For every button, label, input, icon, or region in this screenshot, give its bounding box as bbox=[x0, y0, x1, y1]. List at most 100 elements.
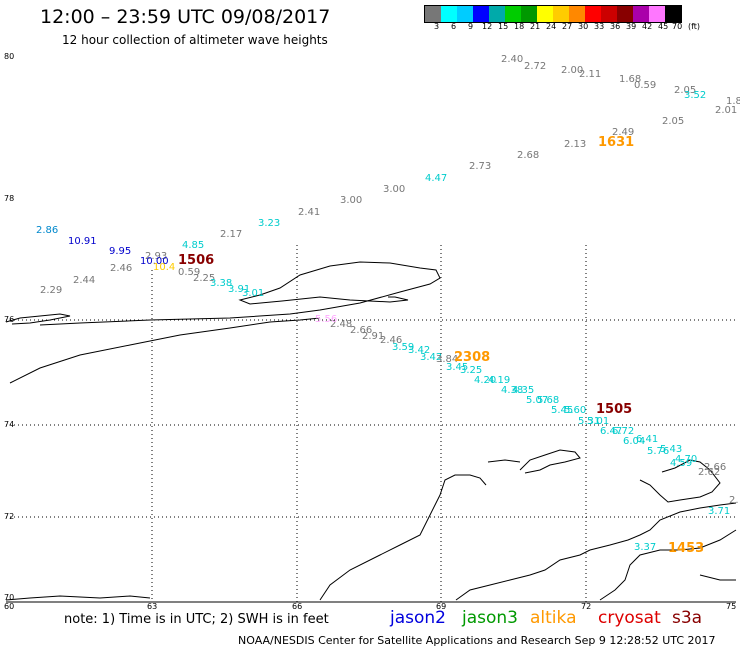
swh-label: 2.66 bbox=[704, 462, 726, 473]
colorbar-tick: 6 bbox=[451, 22, 457, 31]
lon-label: 63 bbox=[147, 602, 157, 611]
color-swatch bbox=[473, 6, 489, 22]
swh-label: 4.59 bbox=[670, 458, 692, 469]
swh-label: 6.47 bbox=[600, 426, 622, 437]
swh-label: 5.76 bbox=[647, 446, 669, 457]
swh-label: 5.01 bbox=[587, 416, 609, 427]
colorbar-tick: 21 bbox=[530, 22, 541, 31]
page-subtitle: 12 hour collection of altimeter wave hei… bbox=[62, 33, 328, 47]
swh-label: 4.35 bbox=[512, 385, 534, 396]
legend-jason2: jason2 bbox=[390, 608, 446, 628]
swh-label: 2.05 bbox=[662, 116, 684, 127]
swh-label: 0.59 bbox=[178, 267, 200, 278]
swh-label: 3.01 bbox=[242, 288, 264, 299]
coastline bbox=[5, 261, 737, 601]
swh-label: 10.91 bbox=[68, 236, 97, 247]
color-swatch bbox=[585, 6, 601, 22]
color-swatch bbox=[489, 6, 505, 22]
swh-label: 10.4 bbox=[153, 262, 175, 273]
colorbar-tick: 36 bbox=[610, 22, 621, 31]
color-swatch bbox=[649, 6, 665, 22]
swh-label: 2.48 bbox=[330, 319, 352, 330]
colorbar-tick: 42 bbox=[642, 22, 653, 31]
legend-altika: altika bbox=[530, 608, 577, 628]
swh-label: 3.71 bbox=[708, 506, 730, 517]
lon-label: 69 bbox=[436, 602, 446, 611]
swh-label: 10.00 bbox=[140, 256, 169, 267]
swh-label: 5.31 bbox=[578, 416, 600, 427]
swh-label: 2.68 bbox=[517, 150, 539, 161]
color-swatch bbox=[537, 6, 553, 22]
colorbar-tick: 15 bbox=[498, 22, 509, 31]
swh-label: 3.25 bbox=[460, 365, 482, 376]
swh-label: 2. bbox=[729, 495, 739, 506]
swh-label: 6.72 bbox=[612, 426, 634, 437]
color-swatch bbox=[665, 6, 681, 22]
lon-label: 72 bbox=[581, 602, 591, 611]
note-text: note: 1) Time is in UTC; 2) SWH is in fe… bbox=[64, 612, 329, 627]
colorbar-tick: 9 bbox=[468, 22, 474, 31]
swh-label: 2.49 bbox=[612, 127, 634, 138]
colorbar-tick: 30 bbox=[578, 22, 589, 31]
time-label-group: 1631 1506 2308 1505 1453 bbox=[178, 135, 704, 556]
color-swatch bbox=[553, 6, 569, 22]
swh-label: 2.41 bbox=[298, 207, 320, 218]
color-swatch bbox=[425, 6, 441, 22]
legend-s3a: s3a bbox=[672, 608, 703, 628]
swh-label: 3.84 bbox=[436, 354, 458, 365]
swh-label: 3.00 bbox=[340, 195, 362, 206]
swh-label: 4.38 bbox=[501, 385, 523, 396]
swh-label: 5.68 bbox=[537, 395, 559, 406]
swh-label: 5.43 bbox=[660, 444, 682, 455]
swh-label: 2.93 bbox=[145, 251, 167, 262]
swh-label: 2.46 bbox=[110, 263, 132, 274]
colorbar-tick: 12 bbox=[482, 22, 493, 31]
swh-label: 2.44 bbox=[73, 275, 95, 286]
time-label: 1505 bbox=[596, 402, 632, 417]
swh-label: 2.46 bbox=[380, 335, 402, 346]
lon-label: 75 bbox=[726, 602, 736, 611]
swh-label: 2.66 bbox=[350, 325, 372, 336]
time-label: 1453 bbox=[668, 541, 704, 556]
lon-label: 66 bbox=[292, 602, 302, 611]
swh-label: 9.95 bbox=[109, 246, 131, 257]
swh-label: 1.68 bbox=[619, 74, 641, 85]
swh-label: 2.29 bbox=[40, 285, 62, 296]
lat-label: 70 bbox=[4, 593, 14, 602]
colorbar-tick: 3 bbox=[434, 22, 440, 31]
time-label: 1631 bbox=[598, 135, 634, 150]
colorbar-tick: 39 bbox=[626, 22, 637, 31]
colorbar-tick: 45 bbox=[658, 22, 669, 31]
color-scale-bar bbox=[424, 5, 682, 23]
swh-label: 3.00 bbox=[383, 184, 405, 195]
swh-label: 3.91 bbox=[228, 284, 250, 295]
color-swatch bbox=[569, 6, 585, 22]
swh-label: 2.01 bbox=[715, 105, 737, 116]
swh-label: 4.20 bbox=[474, 375, 496, 386]
swh-label-group: 2.402.72 2.002.11 1.680.59 2.053.522.011.8 … bbox=[36, 54, 740, 553]
swh-label: 2.17 bbox=[220, 229, 242, 240]
swh-label: 2.25 bbox=[193, 273, 215, 284]
colorbar-tick: 70 bbox=[672, 22, 683, 31]
swh-label: 2.62 bbox=[698, 467, 720, 478]
swh-label: 3.59 bbox=[392, 342, 414, 353]
color-swatch bbox=[505, 6, 521, 22]
colorbar-tick: 24 bbox=[546, 22, 557, 31]
swh-label: 4.19 bbox=[488, 375, 510, 386]
swh-label: 4.85 bbox=[182, 240, 204, 251]
color-swatch bbox=[633, 6, 649, 22]
colorbar-tick: 18 bbox=[514, 22, 525, 31]
lat-label: 74 bbox=[4, 420, 14, 429]
swh-label: 4.47 bbox=[425, 173, 447, 184]
swh-label: 2.73 bbox=[469, 161, 491, 172]
colorbar-tick: (ft) bbox=[688, 22, 701, 31]
lat-label: 72 bbox=[4, 512, 14, 521]
color-swatch bbox=[601, 6, 617, 22]
legend-cryosat: cryosat bbox=[598, 608, 661, 628]
swh-label: 3.38 bbox=[210, 278, 232, 289]
swh-label: 5.56 bbox=[315, 314, 337, 325]
swh-label: 2.91 bbox=[362, 331, 384, 342]
swh-label: 3.37 bbox=[634, 542, 656, 553]
